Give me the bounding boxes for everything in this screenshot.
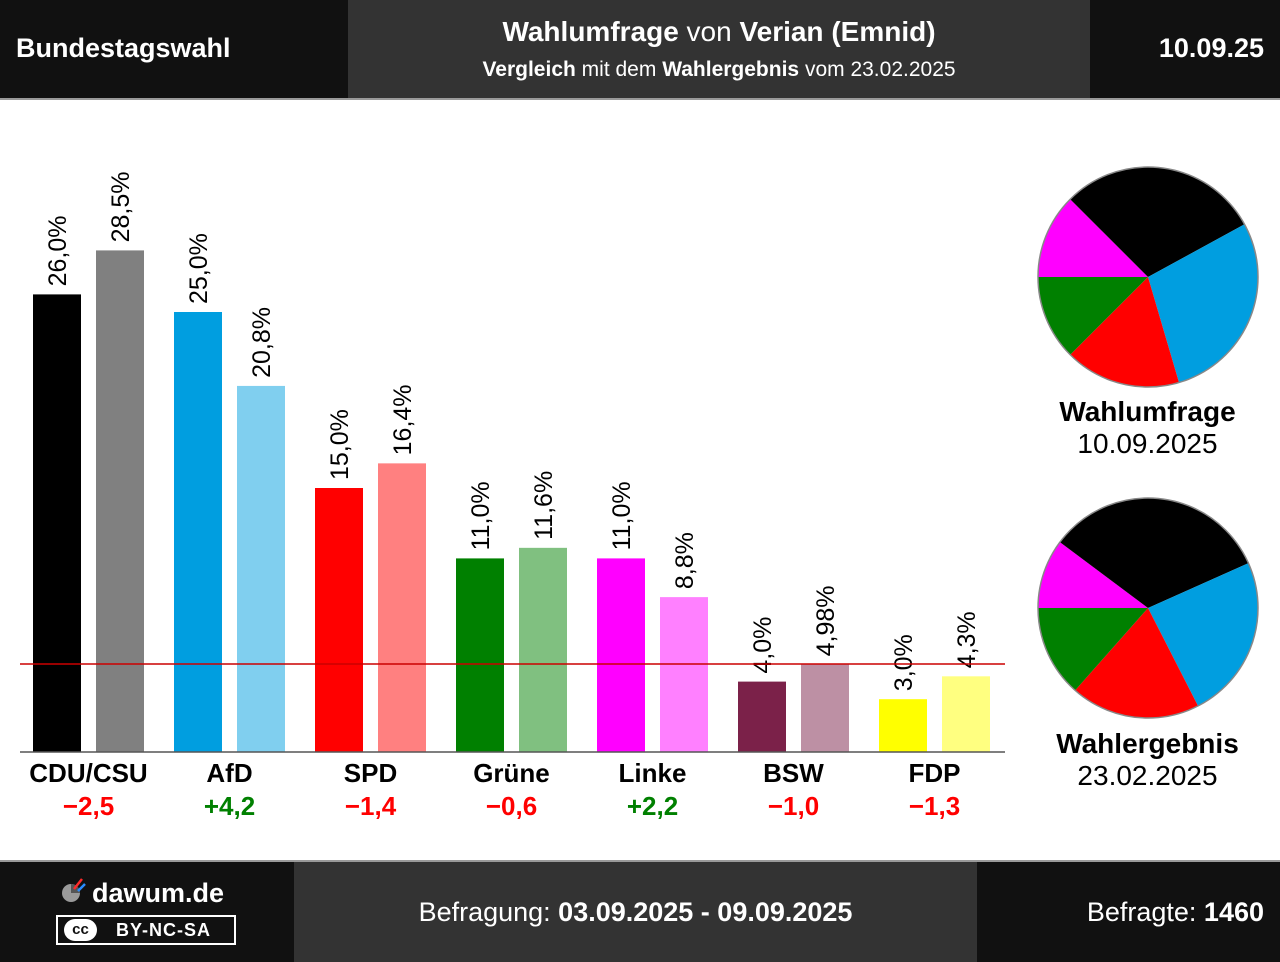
survey-period-value: 03.09.2025 - 09.09.2025	[558, 897, 853, 927]
bar-value-label: 4,0%	[749, 617, 777, 674]
bar-afd-ergebnis	[237, 385, 285, 752]
footer-right: Befragte: 1460	[977, 862, 1280, 962]
change-label: +2,2	[627, 791, 678, 821]
bar-bsw-ergebnis	[801, 664, 849, 752]
pie-slice-cducsu	[1059, 498, 1249, 608]
bar-linke-umfrage	[597, 558, 645, 752]
bar-value-label: 3,0%	[890, 634, 918, 691]
header-right: 10.09.25	[1090, 0, 1280, 98]
poll-title-word: Wahlumfrage	[502, 16, 679, 47]
pie-result-date: 23.02.2025	[1077, 760, 1218, 791]
bar-fdp-umfrage	[879, 699, 927, 752]
pie-survey-date: 10.09.2025	[1077, 428, 1218, 459]
respondents-label: Befragte:	[1086, 897, 1204, 927]
category-label: FDP	[909, 758, 961, 788]
election-title: Bundestagswahl	[16, 33, 231, 63]
pie-slice-linke	[1038, 199, 1148, 277]
survey-period-label: Befragung:	[418, 897, 559, 927]
bar-grne-ergebnis	[519, 547, 567, 752]
change-label: +4,2	[204, 791, 255, 821]
bar-cducsu-ergebnis	[96, 250, 144, 752]
survey-period: Befragung: 03.09.2025 - 09.09.2025	[294, 897, 977, 928]
bar-chart: 26,0% 28,5% CDU/CSU−2,5 25,0% 20,8% AfD+4,2 15…	[20, 166, 1259, 821]
footer-left: dawum.de cc BY-NC-SA	[0, 862, 294, 962]
pie-slice-afd	[1148, 563, 1258, 706]
dawum-logo-icon	[62, 878, 86, 902]
header-center: Wahlumfrage von Verian (Emnid) Vergleich…	[348, 0, 1090, 98]
pie-outline	[1037, 166, 1259, 388]
bar-value-label: 11,6%	[530, 471, 558, 540]
pie-result-title: Wahlergebnis	[1056, 728, 1239, 759]
respondents-value: 1460	[1203, 897, 1264, 927]
header-left: Bundestagswahl	[0, 0, 348, 98]
pie-slice-cducsu	[1070, 167, 1245, 277]
change-label: −0,6	[486, 791, 537, 821]
pie-slice-spd	[1070, 277, 1179, 387]
pie-slice-spd	[1075, 608, 1199, 718]
bar-cducsu-umfrage	[33, 294, 81, 752]
poll-subtitle: Vergleich mit dem Wahlergebnis vom 23.02…	[348, 58, 1090, 82]
bar-value-label: 28,5%	[107, 172, 135, 243]
pie-outline	[1037, 497, 1259, 719]
bar-bsw-umfrage	[738, 681, 786, 752]
category-label: BSW	[763, 758, 824, 788]
bar-afd-umfrage	[174, 312, 222, 752]
change-label: −1,4	[345, 791, 397, 821]
category-label: SPD	[344, 758, 397, 788]
site-name[interactable]: dawum.de	[92, 878, 225, 908]
cc-icon: cc	[64, 919, 97, 941]
bar-fdp-ergebnis	[942, 676, 990, 752]
respondents: Befragte: 1460	[1087, 897, 1264, 928]
subtitle-connector: mit dem	[575, 58, 663, 81]
license-text: BY-NC-SA	[116, 920, 212, 940]
change-label: −1,0	[768, 791, 819, 821]
subtitle-result: Wahlergebnis	[662, 58, 800, 81]
bar-value-label: 15,0%	[326, 409, 354, 480]
bar-value-label: 26,0%	[44, 216, 72, 287]
pie-survey-label: Wahlumfrage 10.09.2025	[1010, 396, 1280, 460]
pie-result-label: Wahlergebnis 23.02.2025	[1010, 728, 1280, 792]
footer-center: Befragung: 03.09.2025 - 09.09.2025	[294, 862, 977, 962]
header: Bundestagswahl Wahlumfrage von Verian (E…	[0, 0, 1280, 100]
change-label: −1,3	[909, 791, 960, 821]
pie-slice-afd	[1148, 224, 1258, 383]
pie-slice-grne	[1038, 608, 1148, 691]
poll-date: 10.09.25	[1158, 33, 1264, 63]
bar-value-label: 11,0%	[467, 481, 495, 550]
bar-spd-umfrage	[315, 488, 363, 752]
bar-value-label: 20,8%	[248, 307, 276, 378]
subtitle-comparison: Vergleich	[482, 58, 576, 81]
category-label: Linke	[619, 758, 687, 788]
bar-value-label: 11,0%	[608, 481, 636, 550]
poll-title: Wahlumfrage von Verian (Emnid)	[348, 16, 1090, 48]
category-label: Grüne	[473, 758, 550, 788]
bar-linke-ergebnis	[660, 597, 708, 752]
poll-title-connector: von	[678, 16, 740, 47]
pollster-name: Verian (Emnid)	[739, 16, 936, 47]
footer: dawum.de cc BY-NC-SA Befragung: 03.09.20…	[0, 860, 1280, 962]
bar-spd-ergebnis	[378, 463, 426, 752]
pie-slice-linke	[1038, 542, 1148, 608]
subtitle-date: vom 23.02.2025	[799, 58, 956, 81]
bar-value-label: 4,3%	[953, 611, 981, 668]
bar-grne-umfrage	[456, 558, 504, 752]
bar-value-label: 25,0%	[185, 233, 213, 304]
category-label: AfD	[206, 758, 252, 788]
bar-value-label: 4,98%	[812, 585, 840, 656]
license-badge[interactable]: cc BY-NC-SA	[56, 915, 236, 945]
pie-slice-grne	[1038, 277, 1148, 355]
bar-value-label: 16,4%	[389, 384, 417, 455]
bar-value-label: 8,8%	[671, 532, 699, 589]
change-label: −2,5	[63, 791, 114, 821]
category-label: CDU/CSU	[29, 758, 147, 788]
pie-survey-title: Wahlumfrage	[1059, 396, 1236, 427]
